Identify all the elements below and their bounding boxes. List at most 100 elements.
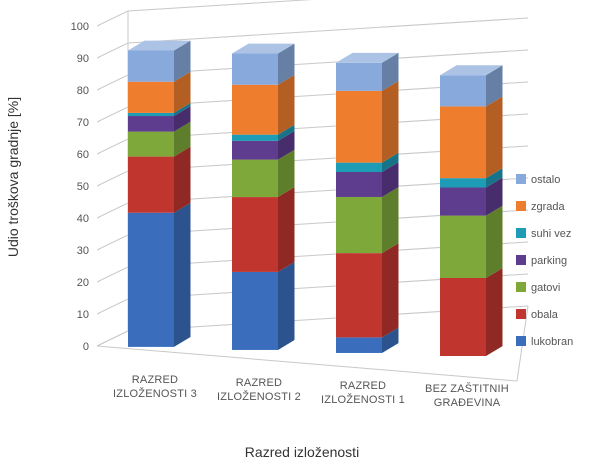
bar-top xyxy=(128,40,191,51)
bar-segment-side xyxy=(278,187,295,272)
bar-segment-suhi-vez xyxy=(128,112,174,117)
bar-segment-gatovi xyxy=(232,159,278,198)
bar-stack xyxy=(128,40,191,347)
bar-segment-side xyxy=(382,80,399,163)
bar-segment-zgrada xyxy=(128,81,174,113)
bar-segment-side xyxy=(382,243,399,338)
bar-segment-side xyxy=(278,74,295,135)
bar-segment-ostalo xyxy=(232,53,278,85)
bar-segment-ostalo xyxy=(336,62,382,91)
y-tick-label: 0 xyxy=(83,341,89,353)
bar-segment-side xyxy=(486,168,503,188)
side-gridline xyxy=(96,234,129,251)
x-category-label: RAZRED IZLOŽENOSTI 3 xyxy=(113,374,197,400)
floor-front-edge xyxy=(96,345,518,382)
y-tick-label: 50 xyxy=(77,181,89,193)
bar-segment-gatovi xyxy=(440,215,486,279)
bars xyxy=(128,40,503,357)
side-gridline xyxy=(96,138,129,155)
bar-segment-ostalo xyxy=(440,75,486,107)
bar-segment-side xyxy=(382,152,399,173)
legend-label: suhi vez xyxy=(531,228,571,240)
bar-segment-obala xyxy=(336,253,382,338)
bar-top xyxy=(336,52,399,63)
side-gridline xyxy=(96,298,129,315)
legend-swatch-lukobran xyxy=(516,336,526,346)
bar-segment-suhi-vez xyxy=(440,178,486,188)
legend-label: ostalo xyxy=(531,174,560,186)
bar-segment-side xyxy=(382,187,399,254)
bar-segment-zgrada xyxy=(336,90,382,163)
bar-top xyxy=(232,43,295,54)
bar-segment-side xyxy=(486,96,503,179)
bar-segment-obala xyxy=(128,156,174,213)
side-gridline xyxy=(96,74,129,91)
bar-stack xyxy=(336,52,399,353)
bar-segment-lukobran xyxy=(232,271,278,350)
bar-segment-side xyxy=(174,71,191,113)
bar-segment-side xyxy=(278,149,295,198)
side-gridline xyxy=(96,10,129,27)
y-tick-label: 20 xyxy=(77,277,89,289)
y-tick-label: 10 xyxy=(77,309,89,321)
bar-segment-side xyxy=(486,205,503,279)
bar-segment-parking xyxy=(336,172,382,197)
bar-segment-gatovi xyxy=(128,131,174,157)
legend: ostalo zgrada suhi vez parking gatovi obala lu… xyxy=(516,174,573,348)
side-gridline xyxy=(96,42,129,59)
bar-segment-side xyxy=(382,52,399,91)
bar-segment-side xyxy=(278,262,295,350)
legend-swatch-parking xyxy=(516,255,526,265)
bar-segment-side xyxy=(174,40,191,82)
x-category-label: RAZRED IZLOŽENOSTI 1 xyxy=(321,380,405,406)
bar-segment-side xyxy=(486,177,503,216)
bar-stack xyxy=(232,43,295,350)
y-axis-title: Udio troškova gradnje [%] xyxy=(5,97,21,257)
y-tick-label: 100 xyxy=(71,21,89,33)
y-tick-label: 30 xyxy=(77,245,89,257)
bar-segment-side xyxy=(174,202,191,347)
y-tick-label: 60 xyxy=(77,149,89,161)
legend-swatch-obala xyxy=(516,309,526,319)
bar-segment-side xyxy=(278,124,295,141)
bar-segment-side xyxy=(486,268,503,357)
side-gridline xyxy=(96,202,129,219)
bar-segment-obala xyxy=(440,278,486,357)
bar-top xyxy=(440,65,503,76)
bar-segment-side xyxy=(174,106,191,132)
side-gridline xyxy=(96,106,129,123)
y-tick-label: 70 xyxy=(77,117,89,129)
bar-segment-parking xyxy=(232,140,278,160)
gridline xyxy=(127,17,529,44)
bar-segment-side xyxy=(382,327,399,353)
bar-segment-side xyxy=(278,130,295,160)
legend-swatch-zgrada xyxy=(516,201,526,211)
y-axis-ticks: 0 10 20 30 40 50 60 70 80 90 100 xyxy=(71,21,89,353)
bar-segment-lukobran xyxy=(336,337,382,353)
bar-segment-side xyxy=(486,65,503,107)
y-tick-label: 80 xyxy=(77,85,89,97)
y-tick-label: 90 xyxy=(77,53,89,65)
legend-swatch-ostalo xyxy=(516,174,526,184)
legend-label: lukobran xyxy=(531,336,573,348)
x-category-label: BEZ ZAŠTITNIH GRAĐEVINA xyxy=(425,382,509,409)
gridline xyxy=(127,0,313,12)
x-category-label: RAZRED IZLOŽENOSTI 2 xyxy=(217,377,301,403)
x-axis-categories: RAZRED IZLOŽENOSTI 3 RAZRED IZLOŽENOSTI 2 RA… xyxy=(113,374,509,409)
bar-segment-side xyxy=(382,162,399,197)
bar-segment-obala xyxy=(232,197,278,272)
side-gridline xyxy=(96,170,129,187)
legend-label: gatovi xyxy=(531,282,560,294)
legend-swatch-gatovi xyxy=(516,282,526,292)
legend-label: zgrada xyxy=(531,201,566,213)
bar-segment-suhi-vez xyxy=(336,162,382,173)
x-axis-title: Razred izloženosti xyxy=(245,444,359,460)
bar-segment-ostalo xyxy=(128,50,174,82)
legend-label: parking xyxy=(531,255,567,267)
bar-segment-side xyxy=(174,103,191,117)
bar-segment-suhi-vez xyxy=(232,134,278,141)
side-gridline xyxy=(96,266,129,283)
bar-segment-lukobran xyxy=(128,212,174,347)
bar-segment-side xyxy=(174,121,191,157)
